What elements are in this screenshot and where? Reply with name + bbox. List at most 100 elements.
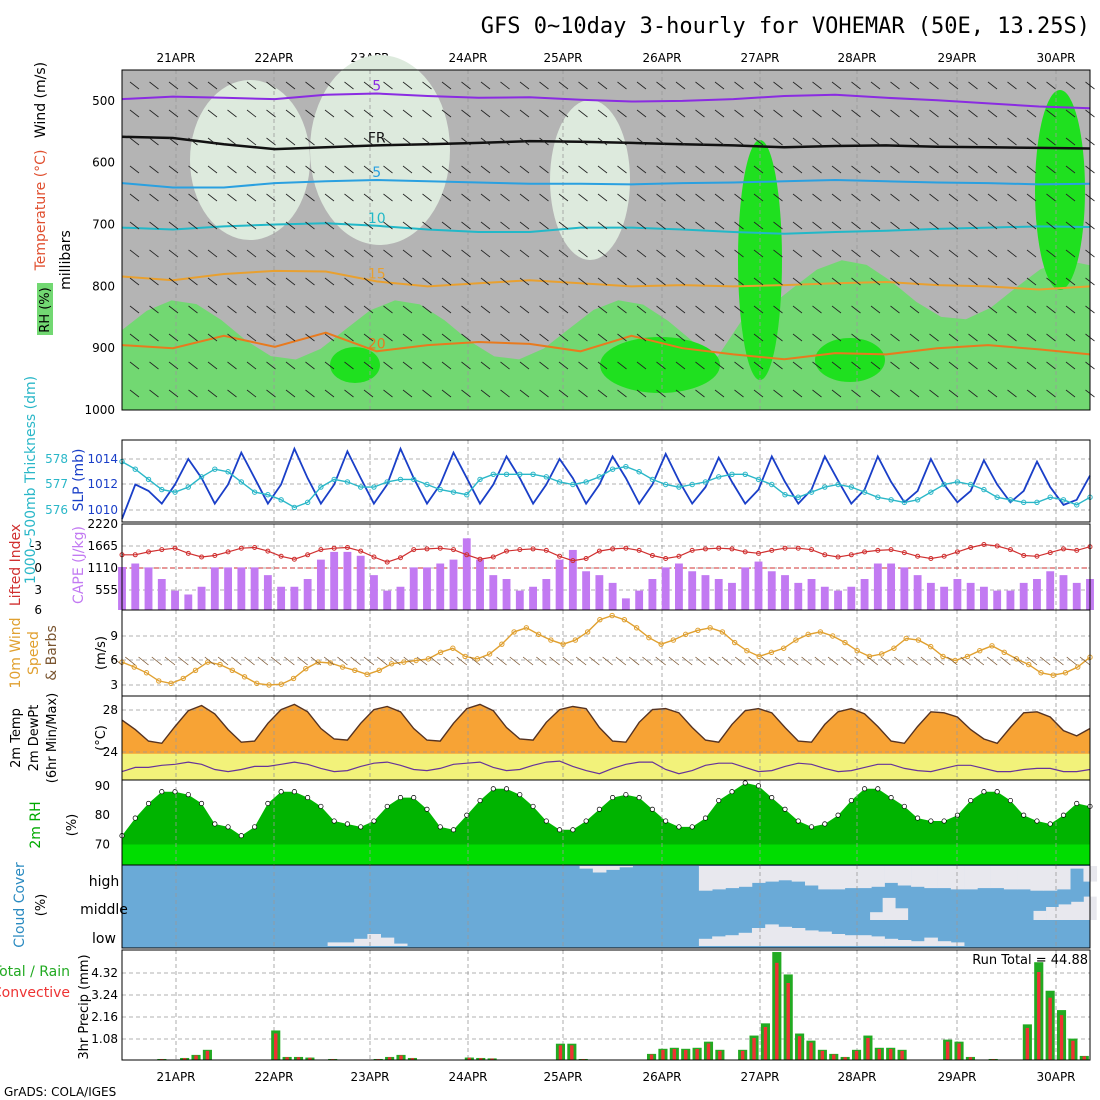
wind-barb: [1026, 221, 1037, 230]
cape-bar: [688, 571, 697, 610]
cape-bar: [860, 579, 869, 610]
wind-barb: [207, 81, 218, 90]
thickness-marker: [782, 492, 788, 498]
wind-speed-marker: [241, 674, 248, 680]
wind-barb: [773, 249, 783, 258]
wind-barb: [1066, 656, 1077, 666]
wind-barb: [636, 277, 647, 286]
rh2m-tick: 80: [95, 808, 110, 822]
thickness-marker: [662, 481, 669, 488]
wind-barb: [1046, 165, 1056, 174]
wind-barb: [656, 81, 666, 90]
wind-barb: [617, 165, 627, 174]
thickness-marker: [437, 486, 443, 493]
wind-barb: [851, 193, 861, 202]
wind-barb: [929, 165, 939, 174]
wind-barb: [656, 193, 666, 202]
lifted-index-marker: [901, 550, 907, 556]
cape-bar: [515, 590, 524, 610]
wind-barb: [227, 305, 237, 314]
rh-saturated-patch: [815, 338, 885, 382]
top-day-label: 25APR: [543, 51, 582, 65]
wind-barb: [285, 389, 296, 398]
pressure-tick: 600: [92, 156, 115, 170]
wind-barb: [416, 656, 428, 666]
wind-barb: [539, 277, 549, 286]
wind-barb: [831, 361, 842, 370]
wind-barb: [519, 137, 530, 146]
cape-bar: [887, 563, 896, 610]
bottom-day-label: 26APR: [642, 1070, 681, 1084]
wind-barb: [656, 305, 666, 314]
wind-barb: [578, 361, 588, 370]
wind-barb: [1026, 656, 1038, 666]
thickness-marker: [397, 476, 404, 483]
wind-barb: [496, 656, 507, 666]
wind-speed-marker: [719, 629, 726, 635]
wind-barb: [753, 193, 764, 202]
wind-barb: [831, 137, 842, 146]
rh2m-marker: [411, 795, 417, 801]
wind-barb: [383, 361, 393, 370]
wind-barb: [792, 389, 803, 398]
cape-bar: [210, 567, 219, 610]
wind-barb: [324, 81, 335, 90]
thickness-marker: [702, 479, 709, 485]
cloud-high-bar: [950, 866, 965, 890]
lifted-index-marker: [358, 548, 364, 554]
wind-barb: [149, 193, 159, 202]
wind-barb: [1065, 389, 1076, 398]
precip-convective-bar: [843, 1057, 847, 1060]
wind-barb: [792, 333, 803, 342]
lifted-index-marker: [530, 546, 536, 552]
lifted-index-marker: [344, 544, 350, 550]
temp-tick: 28: [103, 703, 118, 717]
wind-barb: [987, 277, 998, 286]
wind-barb: [681, 656, 693, 666]
wind-barb: [773, 193, 783, 202]
cloud-low-bar: [924, 937, 938, 946]
thickness-marker: [477, 476, 483, 483]
lifted-index-marker: [1074, 547, 1080, 553]
bottom-day-label: 30APR: [1036, 1070, 1075, 1084]
thickness-marker: [198, 474, 205, 480]
precip-convective-bar: [866, 1038, 870, 1060]
bottom-day-label: 27APR: [740, 1070, 779, 1084]
wind-barb: [870, 165, 881, 174]
rh2m-marker: [331, 818, 337, 824]
wind-barb: [344, 333, 354, 342]
wind-barb: [1065, 137, 1076, 146]
cape-bar: [529, 586, 537, 610]
wind-barb: [788, 656, 799, 666]
wind-barb: [636, 221, 647, 230]
wind-barb: [483, 656, 494, 666]
wind-barb: [578, 221, 588, 230]
lifted-index-marker: [1007, 547, 1013, 553]
wind-barb: [285, 361, 296, 370]
wind-barb: [1046, 109, 1056, 118]
wind-barb: [597, 361, 608, 370]
rh2m-marker: [397, 795, 404, 801]
wind-barb: [363, 109, 374, 118]
wind-barb: [721, 656, 733, 666]
wind-barb: [266, 109, 276, 118]
precip-convective-bar: [877, 1049, 882, 1060]
wind-barb: [188, 165, 198, 174]
precip-convective-bar: [820, 1050, 825, 1060]
wind-barb: [188, 221, 198, 230]
isotherm-line: [121, 331, 1091, 361]
wind-barb: [363, 249, 374, 258]
wind-barb: [597, 305, 608, 314]
wind-speed-marker: [744, 648, 750, 654]
wind-barb: [1065, 361, 1076, 370]
wind-barb: [539, 249, 549, 258]
wind-barb: [617, 109, 627, 118]
wind-barb: [168, 333, 179, 342]
wind-barb: [207, 333, 218, 342]
cloud-low-bar: [712, 936, 726, 946]
wind-barb: [207, 221, 218, 230]
rh2m-marker: [928, 818, 934, 824]
wind-barb: [987, 81, 998, 90]
wind-barb: [753, 277, 764, 286]
wind-barb: [831, 277, 842, 286]
